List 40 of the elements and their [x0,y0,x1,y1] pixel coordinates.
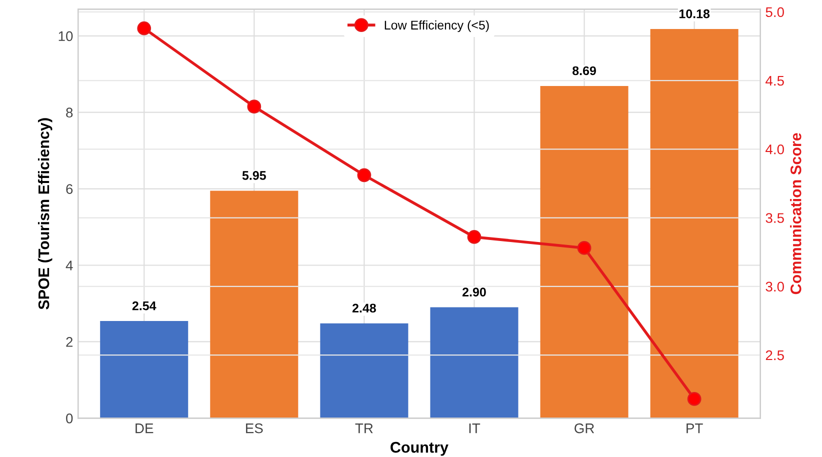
bar [650,29,738,418]
y-tick-label: 4 [66,260,73,270]
y-axis-title: SPOE (Tourism Efficiency) [38,118,52,310]
y2-tick-label: 3.0 [766,282,784,292]
x-tick-label: PT [686,424,703,434]
point [577,241,592,255]
point [357,168,372,182]
point [467,230,482,244]
y-tick-label: 10 [58,31,73,42]
data-label: 10.18 [679,9,710,18]
y-tick-label: 6 [66,184,73,194]
y-tick-label: 8 [66,108,73,118]
x-tick-label: DE [136,424,154,434]
bar [320,323,408,418]
legend-label: Low Efficiency (<5) [384,20,489,32]
point [247,100,262,114]
point [137,21,152,36]
bar [100,321,188,418]
y-tick-label: 2 [66,337,73,347]
y2-tick-label: 5.0 [766,7,784,18]
y2-tick-label: 2.5 [766,350,784,360]
data-label: 2.90 [462,288,486,296]
data-label: 2.48 [352,304,376,313]
x-tick-label: IT [469,424,480,434]
data-label: 8.69 [572,66,596,76]
y-tick-label: 0 [66,413,73,424]
y2-tick-label: 4.0 [766,144,784,154]
x-tick-label: GR [574,423,594,434]
bar [210,190,298,418]
bar [430,307,518,418]
data-label: 5.95 [242,171,266,180]
y2-tick-label: 3.5 [766,213,784,223]
bar [540,86,628,418]
point [687,392,702,406]
y2-tick-label: 4.5 [766,76,784,86]
data-label: 2.54 [132,301,156,310]
y2-axis-title: Communication Score [790,133,802,294]
x-tick-label: TR [355,424,373,434]
x-tick-label: ES [246,423,263,434]
x-axis-title: Country [390,442,448,456]
